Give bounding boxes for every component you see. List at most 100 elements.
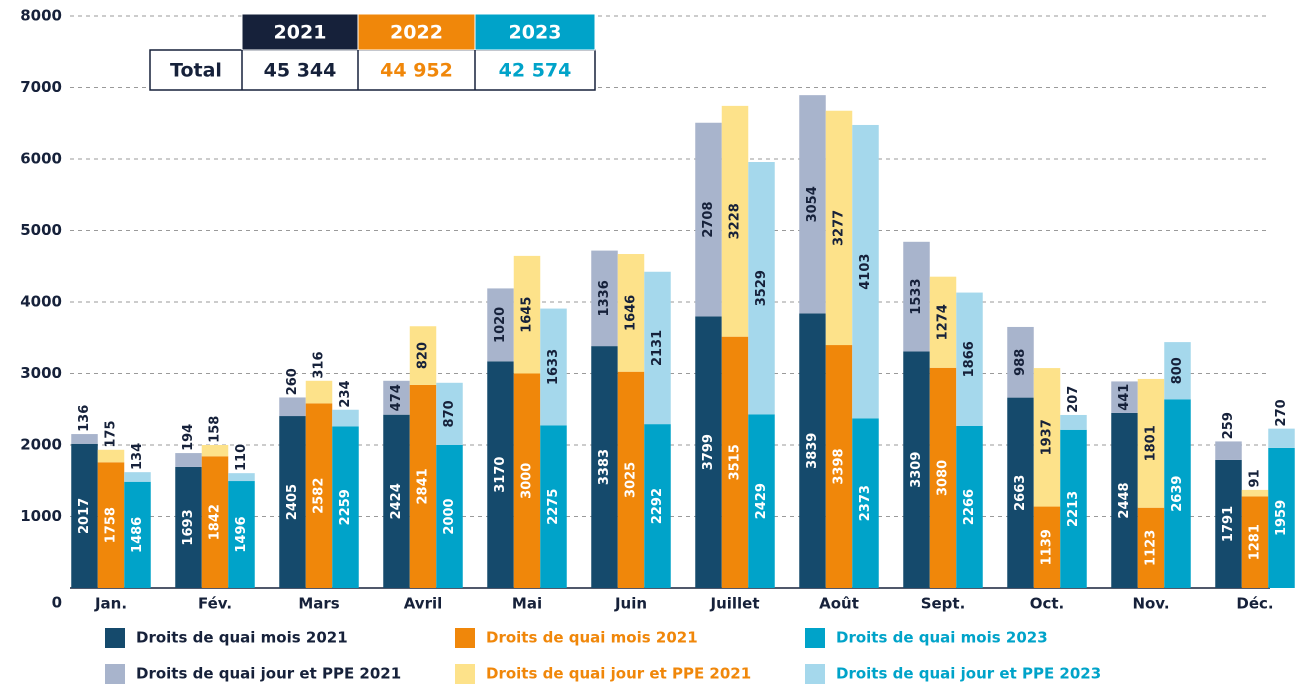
legend-swatch	[805, 628, 825, 648]
table-value: 44 952	[380, 60, 453, 82]
bar-segment	[591, 346, 618, 588]
bar-segment	[305, 403, 333, 588]
value-label: 2373	[858, 485, 873, 521]
x-tick-label: Déc.	[1236, 595, 1273, 613]
value-label: 2213	[1066, 491, 1081, 527]
bar-segment	[540, 308, 567, 426]
bar-segment	[852, 418, 879, 588]
bar-segment	[617, 254, 645, 372]
value-label: 3054	[805, 186, 820, 222]
value-label: 2663	[1013, 475, 1028, 511]
value-label: 2275	[546, 489, 561, 525]
value-label: 3228	[728, 203, 743, 239]
value-label: 4103	[858, 254, 873, 290]
summary-table: 2021 45 344 2022 44 952 2023 42 574 Total	[149, 13, 596, 91]
value-label: 136	[77, 405, 92, 432]
value-label: 474	[389, 384, 404, 411]
legend-label: Droits de quai jour et PPE 2021	[486, 665, 751, 683]
x-tick-label: Juin	[614, 595, 647, 613]
y-tick-label: 3000	[20, 364, 62, 382]
value-label: 3000	[520, 463, 535, 499]
value-label: 1020	[493, 307, 508, 343]
bar-segment	[591, 250, 618, 347]
value-label: 3799	[701, 434, 716, 470]
value-label: 134	[130, 443, 145, 470]
bar-segment	[695, 122, 722, 317]
bar-segment	[409, 326, 437, 385]
x-tick-label: Sept.	[921, 595, 966, 613]
value-label: 91	[1248, 469, 1263, 487]
table-header-cell	[474, 13, 596, 51]
value-label: 194	[181, 424, 196, 451]
legend-label: Droits de quai mois 2023	[836, 629, 1048, 647]
value-label: 3025	[624, 462, 639, 498]
bar-segment	[748, 414, 775, 588]
value-label: 260	[285, 368, 300, 395]
value-label: 270	[1274, 399, 1289, 426]
bar-segment	[748, 162, 775, 415]
value-label: 1496	[234, 516, 249, 552]
x-tick-label: Août	[819, 595, 859, 613]
bar-segment	[279, 397, 306, 417]
value-label: 441	[1117, 384, 1132, 411]
bar-segment	[175, 453, 202, 467]
bar-segment	[487, 288, 514, 362]
bar-segment	[409, 384, 437, 588]
x-tick-label: Oct.	[1030, 595, 1065, 613]
value-label: 1281	[1248, 524, 1263, 560]
table-value: 42 574	[499, 60, 572, 82]
value-label: 3515	[728, 444, 743, 480]
table-value: 45 344	[264, 60, 337, 82]
legend-label: Droits de quai mois 2021	[486, 629, 698, 647]
bar-segment	[436, 445, 463, 588]
y-tick-label: 6000	[20, 150, 62, 168]
x-tick-label: Fév.	[198, 595, 232, 613]
bar-segment	[1060, 414, 1087, 430]
value-label: 820	[416, 342, 431, 369]
value-label: 110	[234, 444, 249, 471]
legend-swatch	[455, 628, 475, 648]
x-tick-label: Nov.	[1132, 595, 1169, 613]
value-label: 1274	[936, 304, 951, 340]
bar-segment	[201, 456, 229, 588]
value-label: 2841	[416, 468, 431, 504]
bar-segment	[1111, 381, 1138, 413]
y-tick-label: 7000	[20, 78, 62, 96]
value-label: 1801	[1144, 425, 1159, 461]
bar-segment	[1137, 378, 1165, 508]
bar-segment	[695, 316, 722, 588]
value-label: 1633	[546, 349, 561, 385]
value-label: 2017	[77, 498, 92, 534]
legend-label: Droits de quai jour et PPE 2023	[836, 665, 1101, 683]
bar-segment	[1033, 506, 1061, 588]
bar-segment	[799, 313, 826, 588]
bar-segment	[1268, 428, 1295, 448]
x-tick-label: Mai	[512, 595, 542, 613]
value-label: 3277	[832, 210, 847, 246]
bar-segment	[929, 276, 957, 368]
bar-segment	[487, 361, 514, 588]
value-label: 3080	[936, 460, 951, 496]
bar-segment	[799, 95, 826, 314]
table-header: 2022	[390, 22, 443, 44]
bar-segment	[228, 481, 255, 588]
table-header: 2023	[509, 22, 562, 44]
bar-segment	[1137, 507, 1165, 588]
value-label: 1791	[1221, 506, 1236, 542]
bar-segment	[956, 292, 983, 426]
value-label: 1336	[597, 280, 612, 316]
value-label: 1937	[1040, 419, 1055, 455]
bar-segment	[279, 416, 306, 588]
value-label: 1842	[208, 504, 223, 540]
bar-segment	[1007, 326, 1034, 398]
value-label: 1758	[104, 507, 119, 543]
value-label: 3529	[754, 270, 769, 306]
bar-segment	[825, 110, 853, 346]
bar-segment	[956, 425, 983, 588]
bar-segment	[124, 481, 151, 588]
legend-swatch	[105, 664, 125, 684]
value-label: 2259	[338, 489, 353, 525]
bar-segment	[1268, 447, 1295, 588]
bar-segment	[617, 371, 645, 588]
bar-segment	[332, 409, 359, 427]
